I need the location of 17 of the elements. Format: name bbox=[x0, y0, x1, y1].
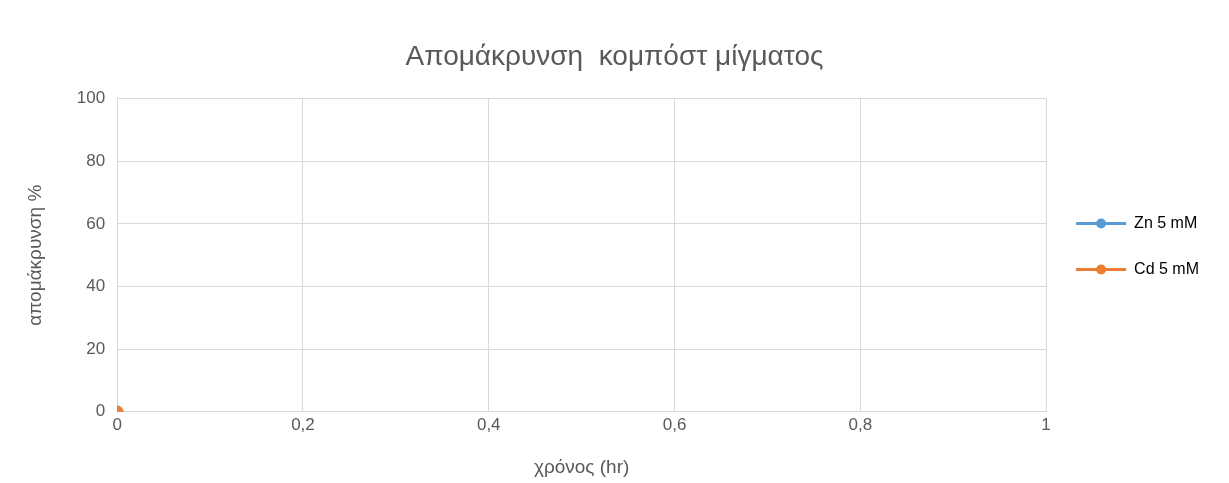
chart-title: Απομάκρυνση κομπόστ μίγματος bbox=[405, 39, 824, 71]
y-tick-label: 20 bbox=[86, 338, 106, 358]
x-axis-title: χρόνος (hr) bbox=[533, 455, 630, 477]
x-tick-label: 0,8 bbox=[848, 414, 873, 434]
x-tick-label: 0,6 bbox=[662, 414, 687, 434]
y-tick-label: 100 bbox=[76, 88, 106, 108]
x-tick-label: 0,4 bbox=[476, 414, 501, 434]
x-tick-label: 0 bbox=[112, 414, 122, 434]
x-tick-label: 0,2 bbox=[291, 414, 315, 434]
x-tick-label: 1 bbox=[1041, 414, 1051, 434]
legend-label: Zn 5 mM bbox=[1134, 213, 1198, 231]
y-tick-label: 60 bbox=[86, 213, 106, 233]
y-tick-label: 40 bbox=[86, 276, 106, 296]
legend-label: Cd 5 mM bbox=[1134, 259, 1200, 277]
y-axis-title: απομάκρυνση % bbox=[23, 184, 45, 326]
y-tick-label: 80 bbox=[86, 150, 106, 170]
y-tick-label: 0 bbox=[95, 401, 106, 421]
